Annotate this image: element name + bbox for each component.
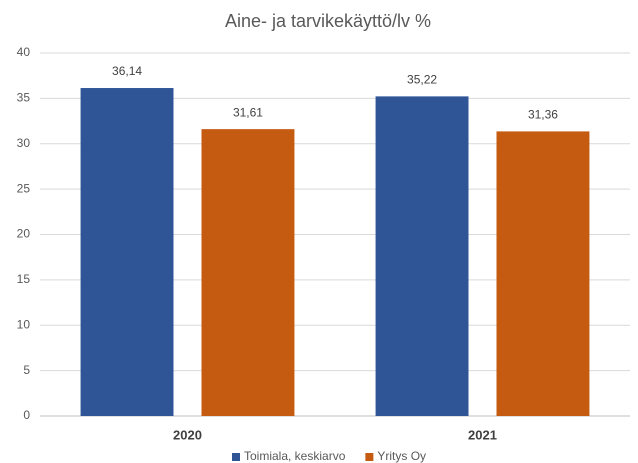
value-label: 31,36 — [528, 108, 558, 122]
y-tick-label: 15 — [17, 272, 31, 286]
x-tick-label: 2021 — [468, 427, 497, 442]
legend-label: Yritys Oy — [377, 449, 426, 463]
value-label: 31,61 — [233, 105, 263, 119]
y-tick-label: 0 — [23, 408, 30, 422]
bar — [496, 131, 590, 416]
bar — [201, 129, 295, 416]
y-tick-label: 10 — [17, 317, 31, 331]
y-tick-label: 5 — [23, 363, 30, 377]
bar — [375, 96, 469, 416]
legend-label: Toimiala, keskiarvo — [244, 449, 346, 463]
chart-title: Aine- ja tarvikekäyttö/lv % — [225, 11, 431, 31]
y-tick-label: 30 — [17, 136, 31, 150]
bar — [80, 88, 174, 416]
y-tick-label: 25 — [17, 181, 31, 195]
y-tick-label: 35 — [17, 91, 31, 105]
y-tick-label: 20 — [17, 227, 31, 241]
x-tick-label: 2020 — [173, 427, 202, 442]
legend-swatch — [365, 453, 374, 461]
y-tick-label: 40 — [17, 45, 31, 59]
value-label: 36,14 — [112, 64, 142, 78]
value-label: 35,22 — [407, 73, 437, 87]
legend-swatch — [232, 453, 240, 461]
